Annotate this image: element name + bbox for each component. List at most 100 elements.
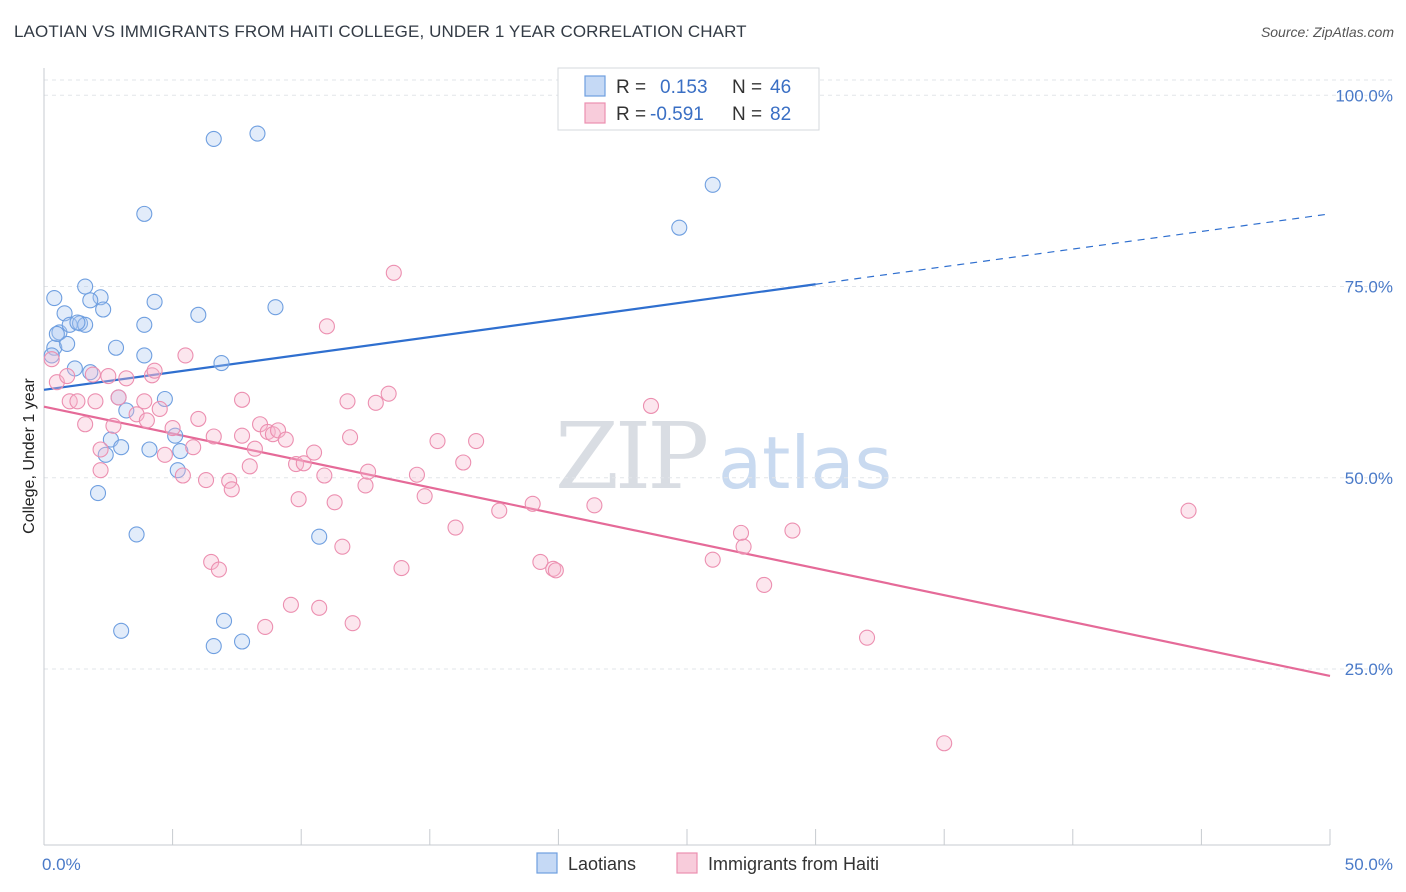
legend-swatch-haiti xyxy=(584,102,606,124)
data-point xyxy=(92,289,109,306)
data-point xyxy=(118,402,135,419)
data-point xyxy=(105,417,122,434)
data-point xyxy=(136,205,153,222)
data-point xyxy=(586,497,603,514)
data-point xyxy=(84,366,101,383)
data-point xyxy=(257,618,274,636)
data-point xyxy=(447,519,464,536)
axes: 100.0% 75.0% 50.0% 25.0% 0.0% 50.0% xyxy=(42,68,1393,874)
data-point xyxy=(185,439,202,456)
data-point xyxy=(205,130,222,147)
data-point xyxy=(642,397,660,414)
data-point xyxy=(344,615,361,632)
data-point xyxy=(416,488,433,505)
data-point xyxy=(138,412,155,429)
x-tick-label-max: 50.0% xyxy=(1345,855,1393,874)
data-point xyxy=(246,440,263,457)
data-point xyxy=(128,406,145,423)
data-point xyxy=(146,293,163,310)
data-point xyxy=(223,481,240,498)
data-point xyxy=(704,176,721,193)
data-point xyxy=(277,431,294,448)
trend-lines xyxy=(43,213,1331,678)
data-point xyxy=(69,393,86,410)
data-point xyxy=(87,393,104,410)
y-tick-label: 50.0% xyxy=(1345,469,1393,488)
data-point xyxy=(82,292,99,309)
data-point xyxy=(334,538,351,555)
data-point xyxy=(295,455,312,472)
x-tick-label-min: 0.0% xyxy=(42,855,81,874)
bottom-legend-laotians: Laotians xyxy=(568,854,636,874)
correlation-legend: R = 0.153 N = 46 R = -0.591 N = 82 xyxy=(557,67,820,131)
data-point xyxy=(233,391,251,408)
trend-line-haiti xyxy=(43,405,1331,678)
data-point xyxy=(174,467,191,484)
data-point xyxy=(48,325,65,343)
y-tick-label: 25.0% xyxy=(1345,660,1393,679)
bottom-legend-haiti: Immigrants from Haiti xyxy=(708,854,879,874)
data-point xyxy=(100,368,117,385)
data-point xyxy=(113,622,130,639)
bottom-legend-swatch-laotians xyxy=(536,852,558,874)
data-point xyxy=(215,612,233,629)
watermark-zip: ZIP xyxy=(555,403,706,510)
source-label: Source: ZipAtlas.com xyxy=(1260,24,1394,40)
data-points xyxy=(43,125,1197,752)
data-point xyxy=(146,362,163,379)
data-point xyxy=(936,735,953,752)
data-point xyxy=(113,439,130,456)
legend-n-value-1: 46 xyxy=(770,77,791,98)
data-point xyxy=(290,491,307,508)
data-point xyxy=(69,314,86,331)
data-point xyxy=(732,524,750,541)
data-point xyxy=(197,472,215,489)
data-point xyxy=(360,463,377,480)
legend-r-value-2: -0.591 xyxy=(650,104,704,125)
data-point xyxy=(468,433,485,450)
trend-line-laotians xyxy=(43,283,816,391)
data-point xyxy=(524,495,541,512)
data-point xyxy=(118,370,135,387)
data-point xyxy=(92,462,109,479)
data-point xyxy=(77,278,94,295)
legend-swatch-laotians xyxy=(584,75,606,97)
chart-title: LAOTIAN VS IMMIGRANTS FROM HAITI COLLEGE… xyxy=(14,22,747,41)
data-point xyxy=(164,420,181,437)
data-point xyxy=(249,125,266,142)
legend-n-value-2: 82 xyxy=(770,104,791,125)
data-point xyxy=(357,477,374,494)
data-point xyxy=(547,562,564,579)
data-point xyxy=(59,368,76,385)
data-point xyxy=(213,354,230,372)
data-point xyxy=(89,485,107,502)
data-point xyxy=(136,347,153,364)
series-legend: Laotians Immigrants from Haiti xyxy=(536,852,879,874)
data-point xyxy=(326,494,343,511)
y-tick-label: 75.0% xyxy=(1345,278,1393,297)
data-point xyxy=(756,576,773,593)
data-point xyxy=(156,390,173,408)
data-point xyxy=(92,441,109,458)
data-point xyxy=(532,553,549,571)
data-point xyxy=(233,633,251,650)
data-point xyxy=(59,335,76,352)
data-point xyxy=(82,364,99,381)
data-point xyxy=(190,410,207,427)
data-point xyxy=(172,442,189,460)
data-point xyxy=(455,454,472,471)
data-point xyxy=(545,560,562,577)
legend-n-label-2: N = xyxy=(732,104,762,125)
data-point xyxy=(205,638,222,655)
legend-n-label-1: N = xyxy=(732,77,762,98)
data-point xyxy=(46,289,63,307)
series-haiti xyxy=(43,264,1197,752)
data-point xyxy=(342,429,359,446)
data-point xyxy=(190,306,207,323)
data-point xyxy=(393,560,410,577)
data-point xyxy=(241,458,258,475)
data-point xyxy=(43,351,60,368)
data-point xyxy=(735,538,752,555)
data-point xyxy=(429,433,446,450)
